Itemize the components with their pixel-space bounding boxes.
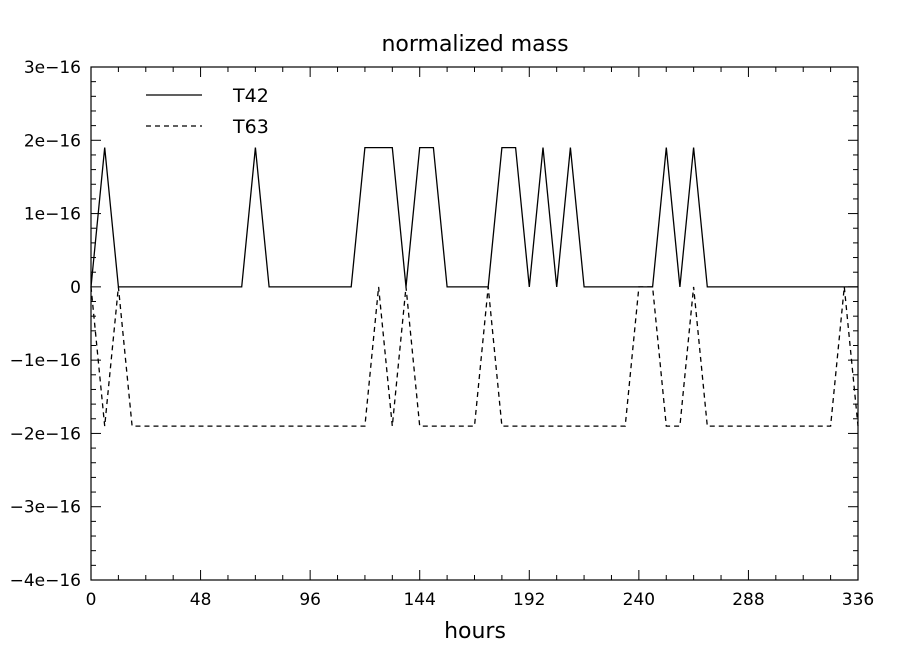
- x-tick-label: 288: [732, 590, 764, 610]
- y-tick-label: −4e−16: [10, 571, 81, 591]
- chart-title: normalized mass: [381, 32, 568, 57]
- legend-label-t63: T63: [232, 116, 269, 138]
- y-tick-label: 2e−16: [24, 131, 81, 151]
- plot-frame: [90, 66, 859, 581]
- legend-label-t42: T42: [232, 85, 269, 107]
- series-line-t63: [90, 286, 859, 427]
- x-axis-label: hours: [444, 619, 506, 644]
- y-tick-label: −3e−16: [10, 498, 81, 518]
- series-lines: [90, 146, 859, 427]
- y-tick-label: 1e−16: [24, 205, 81, 225]
- x-tick-label: 192: [513, 590, 545, 610]
- y-tick-label: −1e−16: [10, 351, 81, 371]
- y-tick-label: 0: [70, 278, 81, 298]
- x-tick-label: 336: [842, 590, 874, 610]
- x-tick-label: 240: [623, 590, 655, 610]
- x-tick-label: 0: [86, 590, 97, 610]
- series-line-t42: [90, 146, 858, 288]
- y-tick-label: −2e−16: [10, 424, 81, 444]
- x-tick-label: 144: [403, 590, 435, 610]
- x-tick-label: 96: [299, 590, 321, 610]
- y-tick-label: 3e−16: [24, 58, 81, 78]
- x-tick-label: 48: [190, 590, 212, 610]
- tick-labels: 0 48 96 144 192 240 288 336 3e−16 2e−16 1e−16 0 −1e−…: [10, 58, 875, 610]
- axis-ticks: [90, 66, 859, 581]
